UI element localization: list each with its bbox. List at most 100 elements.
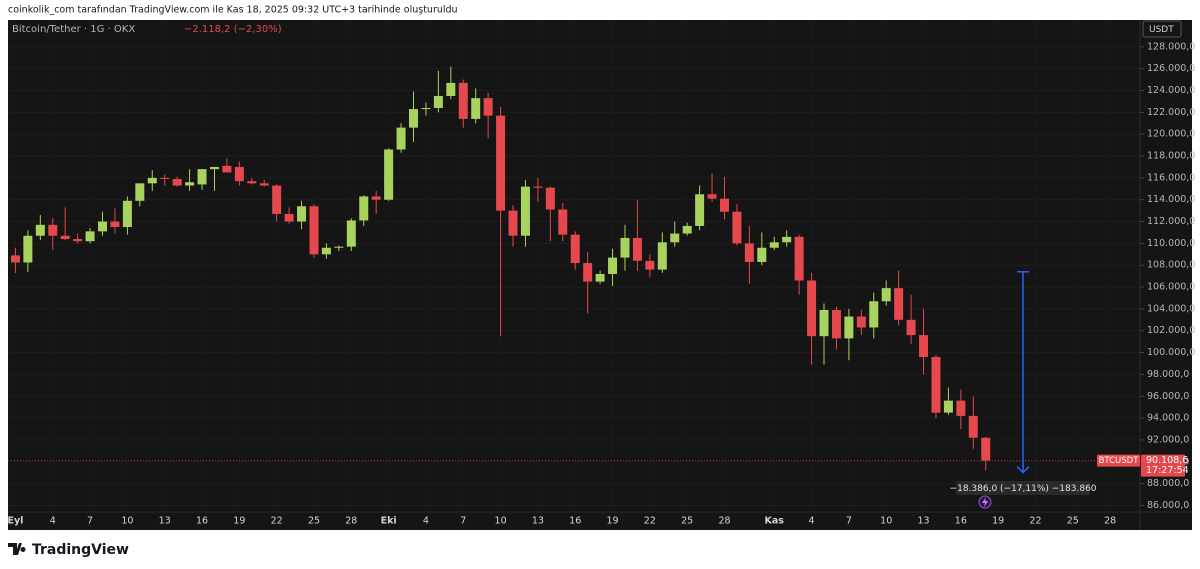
event-icon-bolt (982, 497, 988, 507)
x-tick-label: 19 (233, 516, 245, 527)
candle-body (732, 211, 742, 244)
candle-body (209, 166, 219, 170)
candle-body (558, 209, 568, 235)
y-tick-label: 98.000,0 (1147, 369, 1189, 380)
candle-body (545, 187, 555, 210)
x-tick-label: Eki (381, 516, 397, 527)
candle-body (160, 177, 170, 179)
x-tick-label: 13 (159, 516, 171, 527)
candle-body (570, 234, 580, 264)
candle-body (919, 335, 929, 357)
y-tick-label: 102.000,0 (1147, 325, 1195, 336)
candle-body (695, 194, 705, 226)
y-tick-label: 104.000,0 (1147, 303, 1195, 314)
candle-body (782, 236, 792, 243)
candle-body (334, 246, 344, 248)
candle-body (583, 263, 593, 282)
y-tick-label: 86.000,0 (1147, 500, 1189, 511)
measure-label: −18.386,0 (−17,11%) −183.860 (950, 484, 1097, 494)
candle-body (85, 231, 95, 242)
x-tick-label: 16 (955, 516, 967, 527)
x-tick-label: 22 (1029, 516, 1041, 527)
currency-badge[interactable] (1142, 20, 1182, 38)
currency[interactable]: USDT (1149, 25, 1174, 35)
candle-body (384, 149, 394, 200)
candle-body (869, 301, 879, 328)
x-tick-label: 4 (50, 516, 56, 527)
candle-body (60, 235, 70, 240)
candle-body (496, 115, 506, 211)
candle-body (956, 400, 966, 416)
x-tick-label: 4 (423, 516, 429, 527)
x-tick-label: 16 (569, 516, 581, 527)
candle-body (421, 107, 431, 110)
candle-body (819, 309, 829, 337)
candle-body (670, 233, 680, 243)
candle-body (707, 194, 717, 199)
candle-body (471, 98, 481, 119)
candle-body (247, 181, 257, 184)
y-tick-label: 94.000,0 (1147, 413, 1189, 424)
candle-body (968, 415, 978, 438)
candle-body (881, 288, 891, 302)
x-tick-label: 13 (917, 516, 929, 527)
candle-body (483, 98, 493, 116)
candle-body (284, 213, 294, 222)
y-tick-label: 122.000,0 (1147, 107, 1195, 118)
x-tick-label: 22 (271, 516, 283, 527)
y-tick-label: 110.000,0 (1147, 238, 1195, 249)
candle-body (744, 243, 754, 262)
x-tick-label: 7 (846, 516, 852, 527)
x-tick-label: 22 (644, 516, 656, 527)
y-tick-label: 114.000,0 (1147, 194, 1195, 205)
candle-body (73, 239, 83, 242)
candle-body (533, 186, 543, 188)
candle-body (657, 242, 667, 270)
candle-body (620, 237, 630, 258)
candle-body (172, 178, 182, 186)
candle-body (98, 221, 108, 232)
candle-body (35, 224, 45, 236)
x-tick-label: Eyl (7, 516, 23, 527)
price-change: −2.118,2 (−2,30%) (184, 24, 282, 35)
candle-body (943, 400, 953, 413)
x-tick-label: 25 (681, 516, 693, 527)
candle-body (309, 206, 319, 255)
y-tick-label: 96.000,0 (1147, 391, 1189, 402)
candle-body (508, 210, 518, 236)
x-tick-label: 19 (606, 516, 618, 527)
candle-body (757, 247, 767, 262)
candle-body (122, 200, 132, 228)
candle-body (272, 185, 282, 214)
candle-body (259, 183, 269, 186)
y-tick-label: 118.000,0 (1147, 151, 1195, 162)
candle-body (396, 127, 406, 150)
countdown: 17:27:54 (1146, 465, 1189, 476)
y-tick-label: 128.000,0 (1147, 41, 1195, 52)
candle-body (719, 198, 729, 212)
candle-body (794, 236, 804, 281)
candle-body (595, 273, 605, 282)
symbol-tag-label: BTCUSDT (1099, 456, 1140, 466)
x-tick-label: 13 (532, 516, 544, 527)
x-tick-label: 4 (809, 516, 815, 527)
candle-body (135, 183, 145, 201)
header: coinkolik_com tarafından TradingView.com… (8, 5, 458, 16)
candle-body (931, 356, 941, 413)
y-tick-label: 88.000,0 (1147, 478, 1189, 489)
x-tick-label: 10 (495, 516, 507, 527)
candle-body (321, 247, 331, 255)
candle-body (110, 221, 120, 228)
symbol-title: Bitcoin/Tether · 1G · OKX (12, 24, 135, 35)
y-tick-label: 108.000,0 (1147, 260, 1195, 271)
candle-body (185, 182, 195, 186)
candle-body (608, 257, 618, 274)
candle-body (433, 95, 443, 108)
price-tag (1141, 454, 1185, 477)
candle-body (147, 177, 157, 184)
logo-icon (8, 543, 26, 555)
y-tick-label: 120.000,0 (1147, 129, 1195, 140)
x-tick-label: 10 (880, 516, 892, 527)
y-tick-label: 106.000,0 (1147, 282, 1195, 293)
